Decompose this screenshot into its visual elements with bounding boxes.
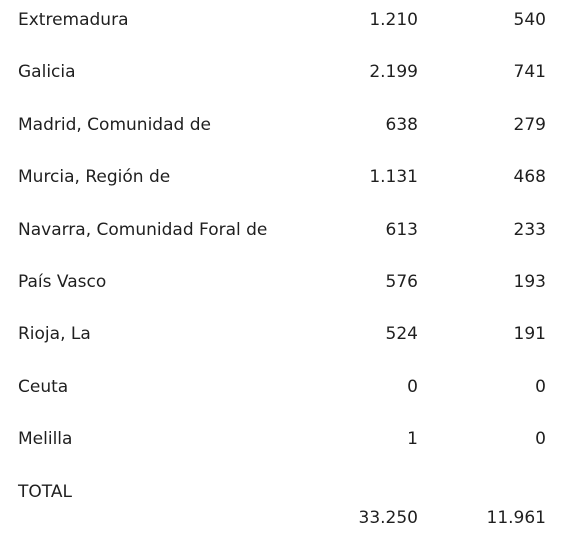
total-label: TOTAL xyxy=(18,481,72,502)
value-col-1: 2.199 xyxy=(369,62,418,83)
value-col-2: 468 xyxy=(513,167,546,188)
region-name: Rioja, La xyxy=(18,324,91,345)
value-col-2: 741 xyxy=(513,62,546,83)
table-row: Ceuta 0 0 xyxy=(0,367,573,419)
value-col-2: 279 xyxy=(513,114,546,135)
region-name: País Vasco xyxy=(18,271,107,292)
region-name: Navarra, Comunidad Foral de xyxy=(18,219,268,240)
region-name: Murcia, Región de xyxy=(18,167,171,188)
region-name: Galicia xyxy=(18,62,76,83)
value-col-1: 1.131 xyxy=(369,167,418,188)
value-col-1: 1 xyxy=(407,429,418,450)
region-name: Madrid, Comunidad de xyxy=(18,114,211,135)
total-value-col-1: 33.250 xyxy=(358,507,418,528)
region-name: Ceuta xyxy=(18,376,69,397)
value-col-1: 576 xyxy=(385,271,418,292)
region-name: Melilla xyxy=(18,429,73,450)
value-col-2: 540 xyxy=(513,10,546,30)
total-row: TOTAL 33.250 11.961 xyxy=(0,472,573,552)
value-col-1: 524 xyxy=(385,324,418,345)
table-row: Rioja, La 524 191 xyxy=(0,314,573,366)
table-row: Murcia, Región de 1.131 468 xyxy=(0,157,573,209)
value-col-1: 1.210 xyxy=(369,10,418,30)
table-row: Extremadura 1.210 540 xyxy=(0,0,573,52)
table-row: Galicia 2.199 741 xyxy=(0,52,573,104)
value-col-2: 193 xyxy=(513,271,546,292)
table-row: Madrid, Comunidad de 638 279 xyxy=(0,105,573,157)
value-col-1: 0 xyxy=(407,376,418,397)
value-col-1: 613 xyxy=(385,219,418,240)
total-value-col-2: 11.961 xyxy=(486,507,546,528)
value-col-2: 233 xyxy=(513,219,546,240)
value-col-2: 191 xyxy=(513,324,546,345)
value-col-1: 638 xyxy=(385,114,418,135)
table-row: País Vasco 576 193 xyxy=(0,262,573,314)
value-col-2: 0 xyxy=(535,429,546,450)
table-row: Melilla 1 0 xyxy=(0,419,573,471)
region-name: Extremadura xyxy=(18,10,129,30)
value-col-2: 0 xyxy=(535,376,546,397)
table-row: Navarra, Comunidad Foral de 613 233 xyxy=(0,210,573,262)
